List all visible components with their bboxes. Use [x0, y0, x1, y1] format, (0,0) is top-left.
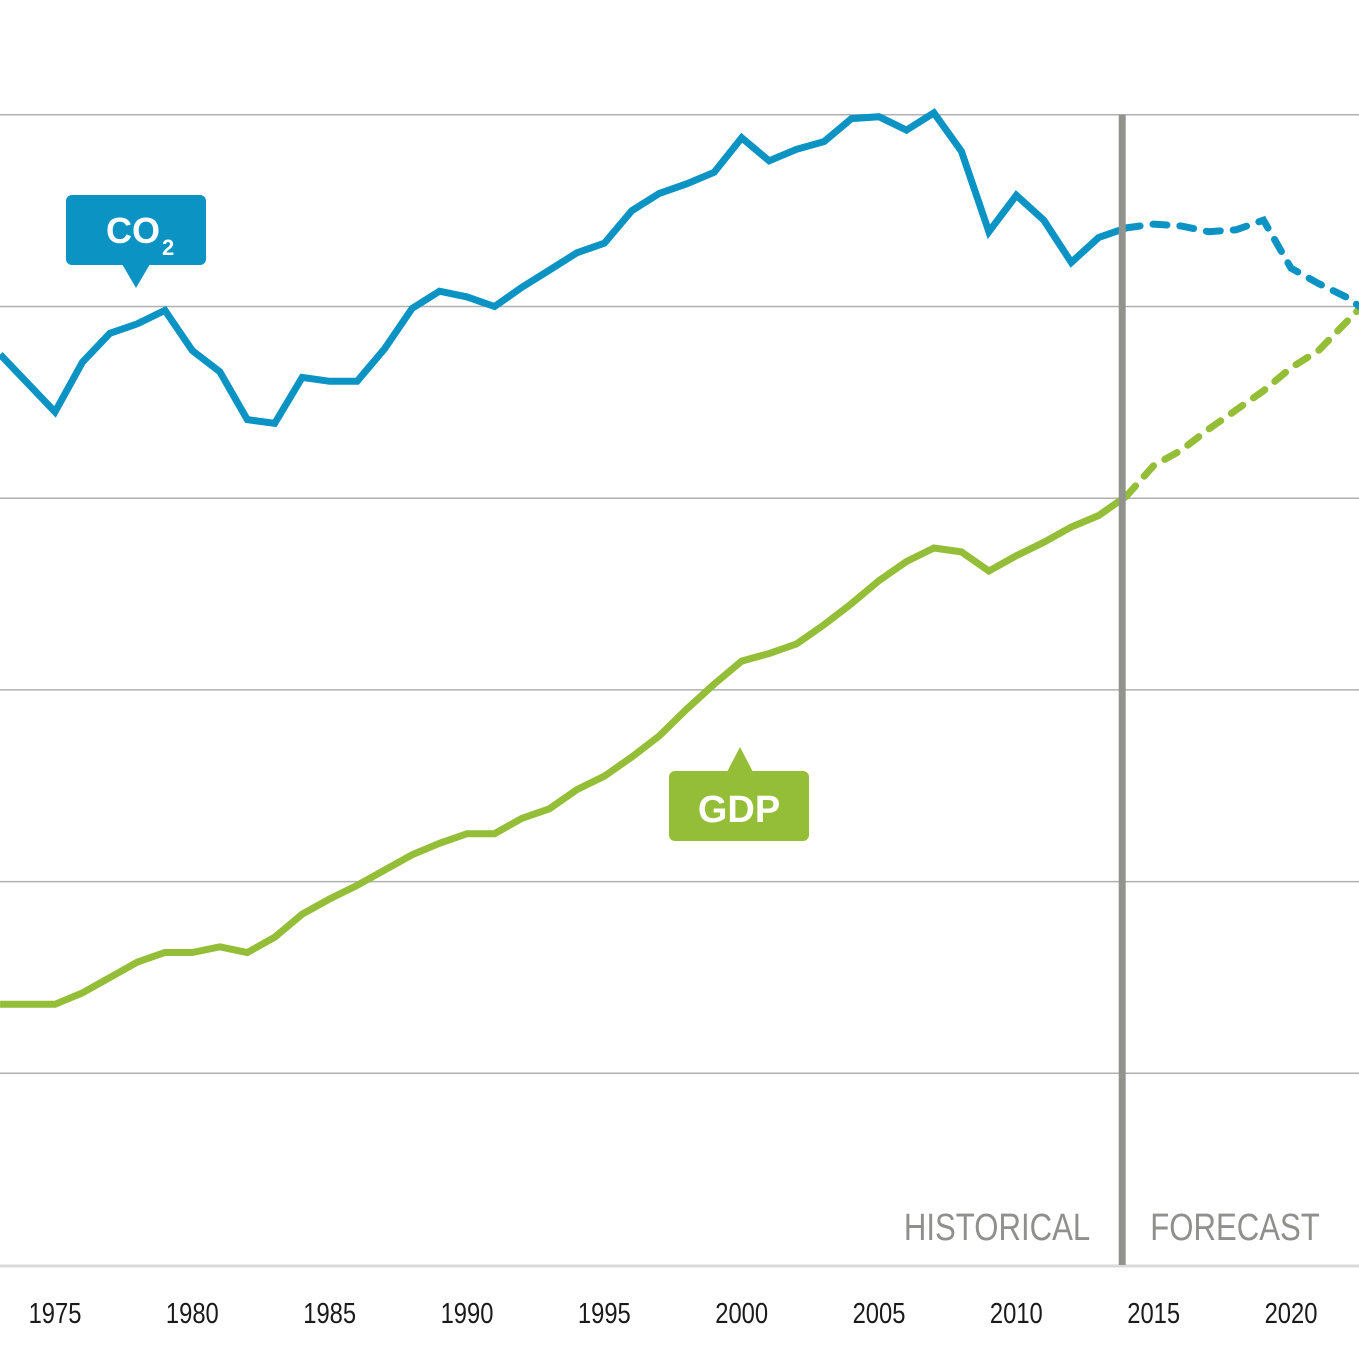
x-tick-label-1985: 1985 [303, 1297, 356, 1330]
x-tick-label-1980: 1980 [166, 1297, 219, 1330]
gdp-callout-pointer [727, 747, 753, 772]
x-tick-label-2010: 2010 [990, 1297, 1043, 1330]
gdp-forecast-line [1122, 304, 1359, 500]
x-tick-labels: 1975 1980 1985 1990 1995 2000 2005 2010 2015 2020 [29, 1297, 1318, 1330]
co2-callout-box [66, 195, 206, 265]
gdp-historical-line [0, 493, 1129, 1008]
series-lines [0, 108, 1359, 1008]
forecast-label: FORECAST [1150, 1207, 1320, 1249]
co2-label-subscript: 2 [162, 235, 174, 260]
x-tick-label-2020: 2020 [1265, 1297, 1318, 1330]
x-tick-label-2005: 2005 [853, 1297, 906, 1330]
gridlines [0, 114, 1359, 1075]
x-tick-label-1975: 1975 [29, 1297, 82, 1330]
x-tick-label-2015: 2015 [1127, 1297, 1180, 1330]
gdp-callout-text: GDP [698, 789, 780, 831]
co2-historical-line [0, 108, 1128, 428]
co2-forecast-line [1122, 215, 1359, 310]
co2-callout-label: CO2 [66, 195, 206, 288]
co2-label-main: CO [106, 210, 160, 251]
historical-label: HISTORICAL [904, 1207, 1090, 1249]
co2-callout-pointer [122, 264, 150, 288]
x-tick-label-1995: 1995 [578, 1297, 631, 1330]
co2-callout-text: CO2 [106, 210, 174, 260]
x-tick-label-1990: 1990 [441, 1297, 494, 1330]
gdp-callout-label: GDP [669, 747, 809, 841]
gdp-callout-box [669, 771, 809, 841]
x-tick-label-2000: 2000 [715, 1297, 768, 1330]
